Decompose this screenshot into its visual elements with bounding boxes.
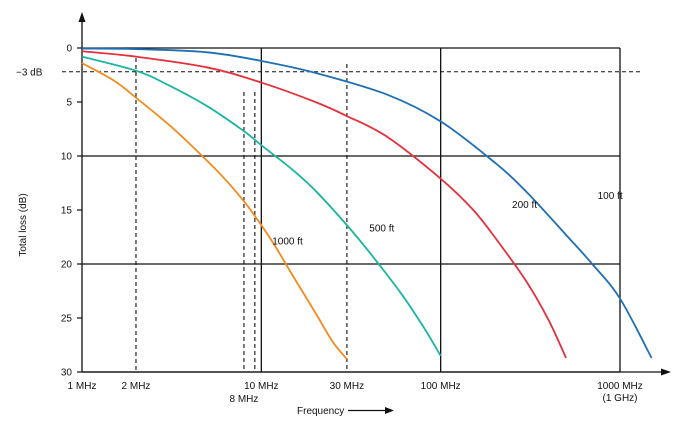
grid-layer bbox=[82, 47, 621, 373]
x-tick-label-2: 2 MHz bbox=[122, 381, 151, 392]
x-axis-arrow bbox=[661, 368, 671, 376]
series-label-200-ft: 200 ft bbox=[512, 200, 537, 211]
x-tick-label-10: 10 MHz bbox=[244, 381, 278, 392]
y-tick-label-10: 10 bbox=[61, 152, 73, 163]
series-layer bbox=[81, 47, 653, 360]
y-tick-label-20: 20 bbox=[61, 260, 73, 271]
x-tick-sublabel-1000: (1 GHz) bbox=[603, 393, 638, 404]
x-tick-label-1000: 1000 MHz bbox=[597, 381, 643, 392]
x-tick-label-extra-8: 8 MHz bbox=[230, 394, 259, 405]
labels-layer: −3 dB 0 5 10 15 20 25 30 1 MHz 2 MHz 10 MHz 30 MHz 1… bbox=[16, 44, 643, 406]
reference-line-label: −3 dB bbox=[16, 67, 43, 78]
series-line-1000-ft bbox=[81, 62, 348, 360]
series-line-500-ft bbox=[81, 55, 442, 357]
y-tick-label-25: 25 bbox=[61, 314, 73, 325]
y-axis-label: Total loss (dB) bbox=[18, 193, 29, 256]
x-axis-title-arrow-head bbox=[385, 407, 394, 414]
x-tick-label-1: 1 MHz bbox=[68, 381, 97, 392]
axes bbox=[78, 12, 671, 376]
y-tick-label-30: 30 bbox=[61, 368, 73, 379]
y-tick-label-5: 5 bbox=[66, 98, 72, 109]
dashed-guides bbox=[62, 58, 642, 372]
series-label-500-ft: 500 ft bbox=[369, 224, 394, 235]
series-label-100-ft: 100 ft bbox=[598, 191, 623, 202]
series-line-200-ft bbox=[81, 50, 567, 359]
x-tick-label-100: 100 MHz bbox=[421, 381, 461, 392]
y-tick-label-15: 15 bbox=[61, 206, 73, 217]
x-tick-label-30: 30 MHz bbox=[330, 381, 364, 392]
series-label-1000-ft: 1000 ft bbox=[272, 237, 303, 248]
y-axis-arrow bbox=[78, 12, 86, 22]
x-axis-title: Frequency bbox=[297, 406, 394, 417]
series-line-100-ft bbox=[81, 47, 653, 359]
y-tick-label-0: 0 bbox=[66, 44, 72, 55]
x-axis-label: Frequency bbox=[297, 406, 344, 417]
